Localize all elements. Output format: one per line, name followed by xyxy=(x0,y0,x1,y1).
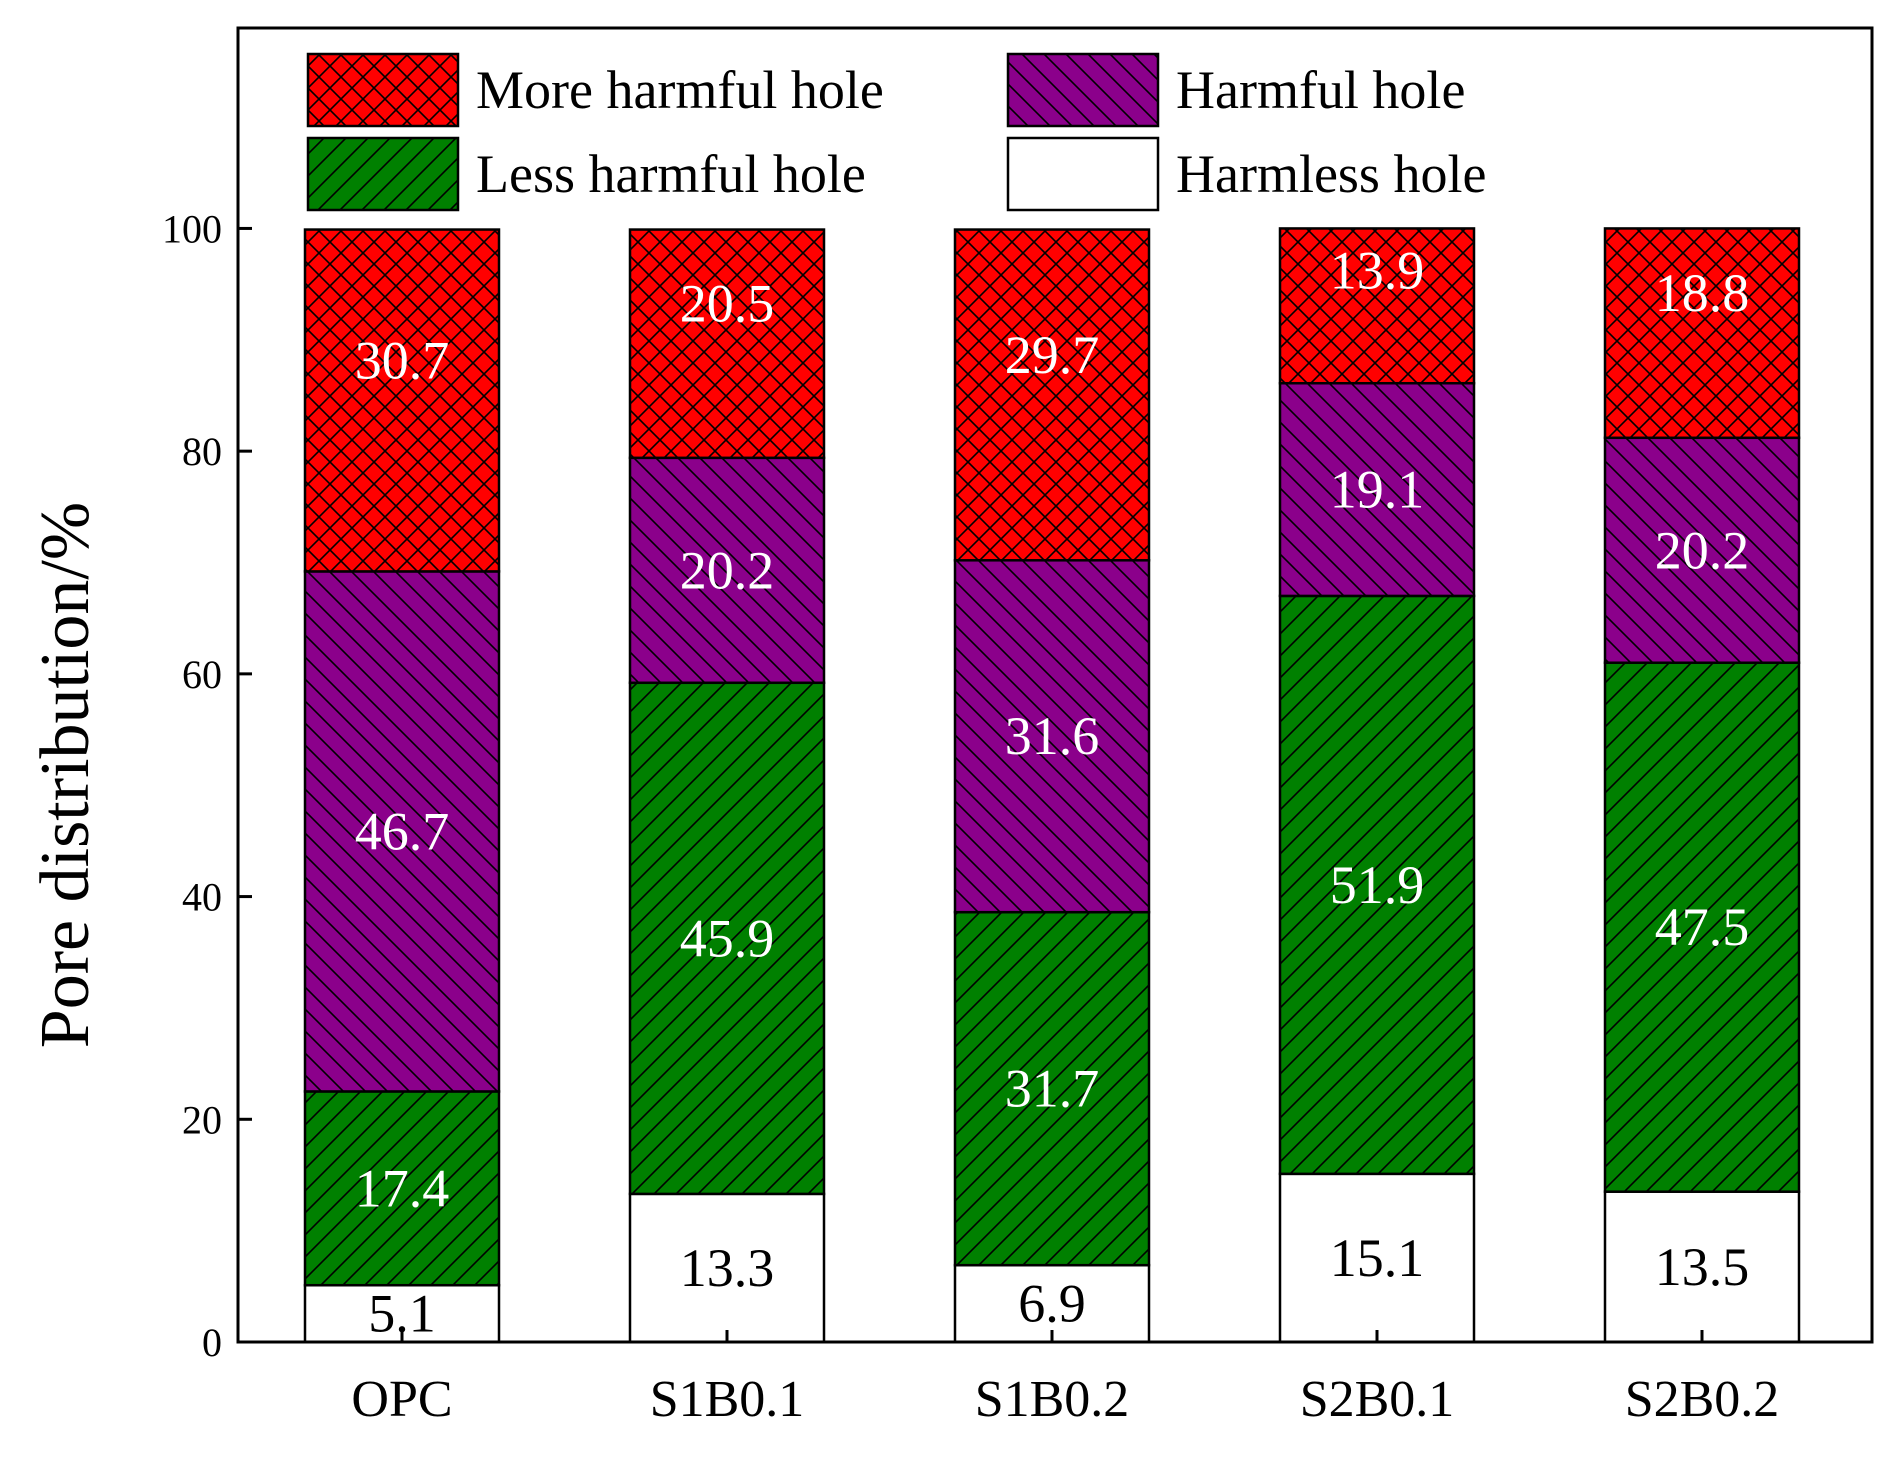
bar-s2b0-2-less-harmful-hole-hatch xyxy=(1605,662,1799,1192)
bar-s2b0-1-more-harmful-hole-hatch xyxy=(1280,228,1474,384)
y-tick-label-20: 20 xyxy=(182,1097,222,1142)
bar-s1b0-1-more-harmful-hole-hatch xyxy=(630,229,824,458)
x-tick-label-1: S1B0.1 xyxy=(650,1371,805,1428)
bar-s1b0-2-less-harmful-hole-hatch xyxy=(955,912,1149,1266)
bar-opc-harmful-hole-hatch xyxy=(305,571,499,1092)
bar-s2b0-1-more-harmful-hole-label: 13.9 xyxy=(1330,240,1425,300)
legend-more-harmful-hole-swatch-outline xyxy=(306,52,460,128)
y-tick-label-60: 60 xyxy=(182,652,222,697)
bar-s1b0-2-harmless-hole xyxy=(955,1265,1149,1342)
legend-more-harmful-hole-label: More harmful hole xyxy=(476,60,884,120)
bar-s1b0-1-harmful-hole-hatch xyxy=(630,457,824,683)
bar-s2b0-2-less-harmful-hole-label: 47.5 xyxy=(1655,897,1750,957)
bar-s1b0-1-harmful-hole-label: 20.2 xyxy=(680,540,775,600)
bar-s2b0-2-harmless-hole xyxy=(1605,1191,1799,1342)
x-tick-label-0: OPC xyxy=(351,1371,452,1428)
bar-s2b0-1-harmless-hole xyxy=(1280,1173,1474,1342)
legend-less-harmful-hole-swatch-hatch xyxy=(308,138,458,210)
bar-opc-less-harmful-hole-hatch xyxy=(305,1091,499,1286)
legend-less-harmful-hole-swatch-outline xyxy=(306,136,460,212)
bar-s2b0-2-more-harmful-hole-outline xyxy=(1603,227,1801,440)
bar-s1b0-2-more-harmful-hole-outline xyxy=(953,228,1151,562)
bar-opc-more-harmful-hole-outline xyxy=(303,228,501,573)
legend-harmful-hole-swatch-hatch xyxy=(1008,54,1158,126)
bar-s1b0-1-harmless-hole-label: 13.3 xyxy=(680,1238,775,1298)
bar-s1b0-2-more-harmful-hole-hatch xyxy=(955,229,1149,561)
legend-harmless-hole-swatch-outline xyxy=(1006,136,1160,212)
x-tick-label-4: S2B0.2 xyxy=(1625,1371,1780,1428)
legend-harmless-hole-label: Harmless hole xyxy=(1176,144,1486,204)
bar-s2b0-2-harmless-hole-label: 13.5 xyxy=(1655,1237,1750,1297)
bar-s2b0-1-harmful-hole-label: 19.1 xyxy=(1330,460,1425,520)
bar-s2b0-1-harmless-hole-label: 15.1 xyxy=(1330,1228,1425,1288)
bar-s1b0-1-less-harmful-hole-label: 45.9 xyxy=(680,908,775,968)
bar-s2b0-1-harmful-hole-hatch xyxy=(1280,383,1474,596)
bar-opc-more-harmful-hole-label: 30.7 xyxy=(355,330,450,390)
bar-s1b0-1-harmless-hole xyxy=(630,1193,824,1342)
legend-less-harmful-hole-label: Less harmful hole xyxy=(476,144,866,204)
legend: More harmful hole Harmful hole Less harmfu… xyxy=(306,52,1486,212)
bar-s2b0-2-more-harmful-hole-label: 18.8 xyxy=(1655,263,1750,323)
bar-s2b0-1-more-harmful-hole-outline xyxy=(1278,227,1476,385)
bars-group: 5.117.446.730.713.345.920.220.56.931.731… xyxy=(303,227,1801,1344)
bar-s1b0-2-less-harmful-hole-label: 31.7 xyxy=(1005,1059,1100,1119)
bar-s2b0-2-harmful-hole-label: 20.2 xyxy=(1655,520,1750,580)
plot-frame xyxy=(236,26,1874,1344)
bar-s1b0-1-more-harmful-hole-label: 20.5 xyxy=(680,274,775,334)
y-tick-label-80: 80 xyxy=(182,429,222,474)
y-tick-label-40: 40 xyxy=(182,875,222,920)
x-tick-label-3: S2B0.1 xyxy=(1300,1371,1455,1428)
bar-s1b0-2-more-harmful-hole-label: 29.7 xyxy=(1005,325,1100,385)
bar-s1b0-2-harmless-hole-label: 6.9 xyxy=(1018,1274,1086,1334)
legend-harmless-hole-swatch xyxy=(1008,138,1158,210)
y-tick-label-0: 0 xyxy=(202,1320,222,1365)
y-tick-label-100: 100 xyxy=(162,206,222,251)
bar-opc-less-harmful-hole-label: 17.4 xyxy=(355,1158,450,1218)
bar-s1b0-1-more-harmful-hole-outline xyxy=(628,228,826,460)
bar-s1b0-2-harmful-hole-hatch xyxy=(955,560,1149,913)
legend-harmful-hole-label: Harmful hole xyxy=(1176,60,1465,120)
y-axis-title: Pore distribution/% xyxy=(27,502,104,1048)
bar-opc-more-harmful-hole-hatch xyxy=(305,229,499,572)
bar-s2b0-2-harmful-hole-hatch xyxy=(1605,437,1799,663)
bar-s1b0-1-less-harmful-hole-hatch xyxy=(630,682,824,1194)
bar-opc-harmful-hole-label: 46.7 xyxy=(355,801,450,861)
bar-s2b0-2-more-harmful-hole-hatch xyxy=(1605,228,1799,438)
legend-harmful-hole-swatch-outline xyxy=(1006,52,1160,128)
bar-s1b0-2-harmful-hole-label: 31.6 xyxy=(1005,706,1100,766)
x-axis: OPC S1B0.1 S1B0.2 S2B0.1 S2B0.2 xyxy=(351,1330,1779,1428)
legend-more-harmful-hole-swatch-hatch xyxy=(308,54,458,126)
bar-s2b0-1-less-harmful-hole-hatch xyxy=(1280,595,1474,1174)
bar-s2b0-1-less-harmful-hole-label: 51.9 xyxy=(1330,855,1425,915)
x-tick-label-2: S1B0.2 xyxy=(975,1371,1130,1428)
